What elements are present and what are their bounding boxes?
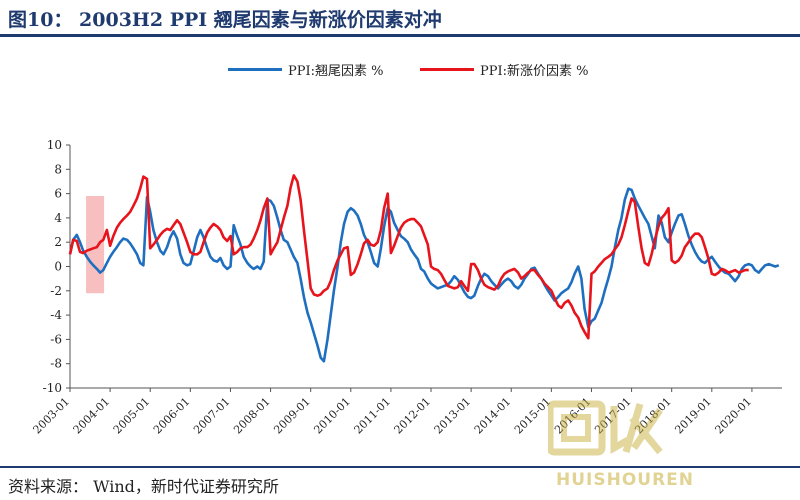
x-tick-label: 2004-01 <box>71 395 113 437</box>
legend-label-tail-factor: PPI:翘尾因素 % <box>288 64 384 79</box>
series-line-tail-factor <box>68 187 780 363</box>
x-tick-label: 2014-01 <box>472 395 514 437</box>
x-tick-label: 2003-01 <box>31 395 73 437</box>
watermark-logo <box>546 400 666 456</box>
source-note: 资料来源： Wind，新时代证券研究所 <box>8 477 279 496</box>
x-tick-label: 2011-01 <box>352 395 394 437</box>
x-tick-label: 2013-01 <box>432 395 474 437</box>
legend-item-tail-factor: PPI:翘尾因素 % <box>228 60 384 79</box>
watermark-text: HUISHOUREN <box>556 470 695 490</box>
x-tick-label: 2020-01 <box>713 395 755 437</box>
x-tick-label: 2008-01 <box>231 395 273 437</box>
y-tick-label: -4 <box>50 308 62 322</box>
x-tick-label: 2005-01 <box>111 395 153 437</box>
y-tick-label: 6 <box>54 187 62 201</box>
y-tick-label: 8 <box>54 162 62 176</box>
x-tick-label: 2007-01 <box>191 395 233 437</box>
legend-swatch-red <box>420 68 474 71</box>
y-tick-label: -2 <box>50 284 62 298</box>
x-tick-label: 2009-01 <box>271 395 313 437</box>
legend-item-new-price-factor: PPI:新涨价因素 % <box>420 60 589 79</box>
y-tick-label: 10 <box>47 138 62 152</box>
y-tick-label: -8 <box>50 357 62 371</box>
page-title: 图10： 2003H2 PPI 翘尾因素与新涨价因素对冲 <box>8 9 442 31</box>
series-line-new-price-factor <box>68 174 749 340</box>
source-bar: 资料来源： Wind，新时代证券研究所 <box>0 466 800 500</box>
y-tick-label: 2 <box>54 235 62 249</box>
y-tick-label: -10 <box>43 381 62 395</box>
x-tick-label: 2010-01 <box>311 395 353 437</box>
x-tick-label: 2006-01 <box>151 395 193 437</box>
y-tick-label: 4 <box>54 211 62 225</box>
x-tick-label: 2019-01 <box>672 395 714 437</box>
legend-label-new-price-factor: PPI:新涨价因素 % <box>480 64 589 79</box>
legend-swatch-blue <box>228 68 282 71</box>
y-tick-label: -6 <box>50 332 62 346</box>
y-tick-label: 0 <box>54 260 62 274</box>
chart-legend: PPI:翘尾因素 % PPI:新涨价因素 % <box>0 60 800 82</box>
x-tick-label: 2012-01 <box>392 395 434 437</box>
ppi-line-chart: -10-8-6-4-202468102003-012004-012005-012… <box>31 138 782 437</box>
title-bar: 图10： 2003H2 PPI 翘尾因素与新涨价因素对冲 <box>0 0 800 37</box>
highlight-region <box>86 196 105 294</box>
